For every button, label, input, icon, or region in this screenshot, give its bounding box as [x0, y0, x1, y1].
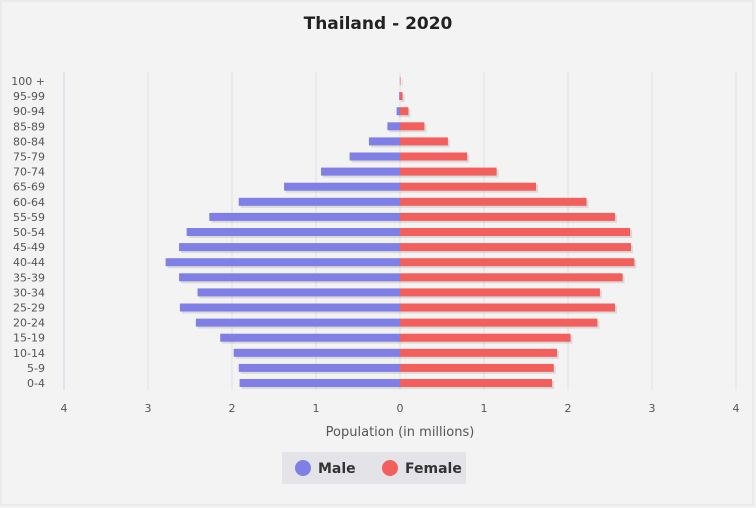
- bar-male[interactable]: [239, 379, 400, 387]
- x-tick-label: 4: [61, 402, 68, 415]
- bar-male[interactable]: [179, 243, 400, 252]
- bar-male[interactable]: [186, 228, 400, 236]
- x-axis-ticks: 4 3 2 1 0 1 2 3 4: [61, 402, 740, 415]
- bar-female[interactable]: [400, 288, 600, 297]
- x-tick-label: 0: [397, 402, 404, 415]
- bar-female[interactable]: [400, 92, 403, 101]
- bar-shadow: [402, 79, 403, 87]
- x-tick-label: 3: [145, 402, 152, 415]
- x-axis-label: Population (in millions): [326, 425, 475, 440]
- x-tick-label: 1: [313, 402, 320, 415]
- bar-female[interactable]: [400, 303, 616, 312]
- y-tick-label: 85-89: [13, 120, 45, 133]
- bar-female[interactable]: [400, 228, 631, 236]
- bar-female[interactable]: [400, 243, 631, 252]
- legend-label-female: Female: [405, 461, 462, 477]
- y-tick-label: 25-29: [13, 302, 45, 315]
- y-tick-label: 45-49: [13, 241, 45, 254]
- x-tick-label: 2: [229, 402, 236, 415]
- bar-female[interactable]: [400, 348, 558, 357]
- x-tick-label: 1: [481, 402, 488, 415]
- bar-female[interactable]: [400, 212, 616, 221]
- bar-female[interactable]: [400, 273, 623, 282]
- y-tick-label: 75-79: [13, 151, 45, 164]
- bar-female[interactable]: [400, 258, 635, 267]
- bar-female[interactable]: [400, 167, 497, 176]
- y-tick-label: 70-74: [13, 166, 45, 179]
- bar-male[interactable]: [165, 258, 400, 267]
- bar-male[interactable]: [387, 122, 400, 131]
- bar-male[interactable]: [321, 167, 400, 176]
- bars: [165, 77, 637, 389]
- bar-female[interactable]: [400, 122, 425, 131]
- legend-item-female[interactable]: Female: [382, 460, 462, 477]
- y-tick-label: 10-14: [13, 347, 45, 360]
- y-tick-label: 60-64: [13, 196, 45, 209]
- bar-female[interactable]: [400, 152, 468, 161]
- y-tick-label: 95-99: [13, 90, 45, 103]
- bar-female[interactable]: [400, 107, 409, 116]
- chart-title: Thailand - 2020: [304, 14, 453, 34]
- x-tick-label: 2: [565, 402, 572, 415]
- bar-male[interactable]: [233, 348, 400, 357]
- bar-male[interactable]: [396, 107, 400, 116]
- bar-female[interactable]: [400, 333, 571, 342]
- bar-male[interactable]: [284, 182, 400, 191]
- bar-male[interactable]: [179, 273, 400, 282]
- bar-female[interactable]: [400, 197, 587, 206]
- y-tick-label: 35-39: [13, 271, 45, 284]
- bar-male[interactable]: [209, 212, 400, 221]
- bar-male[interactable]: [399, 92, 400, 101]
- bar-shadow: [402, 94, 405, 103]
- bar-female[interactable]: [400, 77, 401, 85]
- y-tick-label: 65-69: [13, 181, 45, 194]
- bar-male[interactable]: [197, 288, 400, 297]
- legend: Male Female: [282, 452, 466, 484]
- bar-female[interactable]: [400, 363, 554, 372]
- legend-item-male[interactable]: Male: [295, 460, 356, 477]
- bar-female[interactable]: [400, 379, 553, 387]
- y-tick-label: 80-84: [13, 135, 45, 148]
- bar-female[interactable]: [400, 182, 537, 191]
- bar-female[interactable]: [400, 318, 598, 327]
- y-tick-label: 15-19: [13, 332, 45, 345]
- bar-male[interactable]: [195, 318, 400, 327]
- y-tick-label: 90-94: [13, 105, 45, 118]
- y-tick-label: 5-9: [27, 362, 45, 375]
- bar-male[interactable]: [349, 152, 400, 161]
- legend-label-male: Male: [318, 461, 356, 477]
- bar-female[interactable]: [400, 137, 448, 146]
- y-tick-label: 30-34: [13, 286, 45, 299]
- bar-male[interactable]: [238, 197, 400, 206]
- bar-male[interactable]: [220, 333, 400, 342]
- legend-swatch-female: [382, 460, 398, 476]
- bar-male[interactable]: [238, 363, 400, 372]
- y-tick-label: 55-59: [13, 211, 45, 224]
- y-tick-label: 20-24: [13, 317, 45, 330]
- x-tick-label: 4: [733, 402, 740, 415]
- legend-box: [282, 452, 466, 484]
- y-tick-label: 0-4: [27, 377, 45, 390]
- y-tick-label: 50-54: [13, 226, 45, 239]
- legend-swatch-male: [295, 460, 311, 476]
- y-tick-label: 40-44: [13, 256, 45, 269]
- y-axis-ticks: 100 + 95-99 90-94 85-89 80-84 75-79 70-74 65-69…: [11, 75, 45, 390]
- x-tick-label: 3: [649, 402, 656, 415]
- y-tick-label: 100 +: [11, 75, 45, 88]
- bar-male[interactable]: [179, 303, 400, 312]
- bar-male[interactable]: [368, 137, 400, 146]
